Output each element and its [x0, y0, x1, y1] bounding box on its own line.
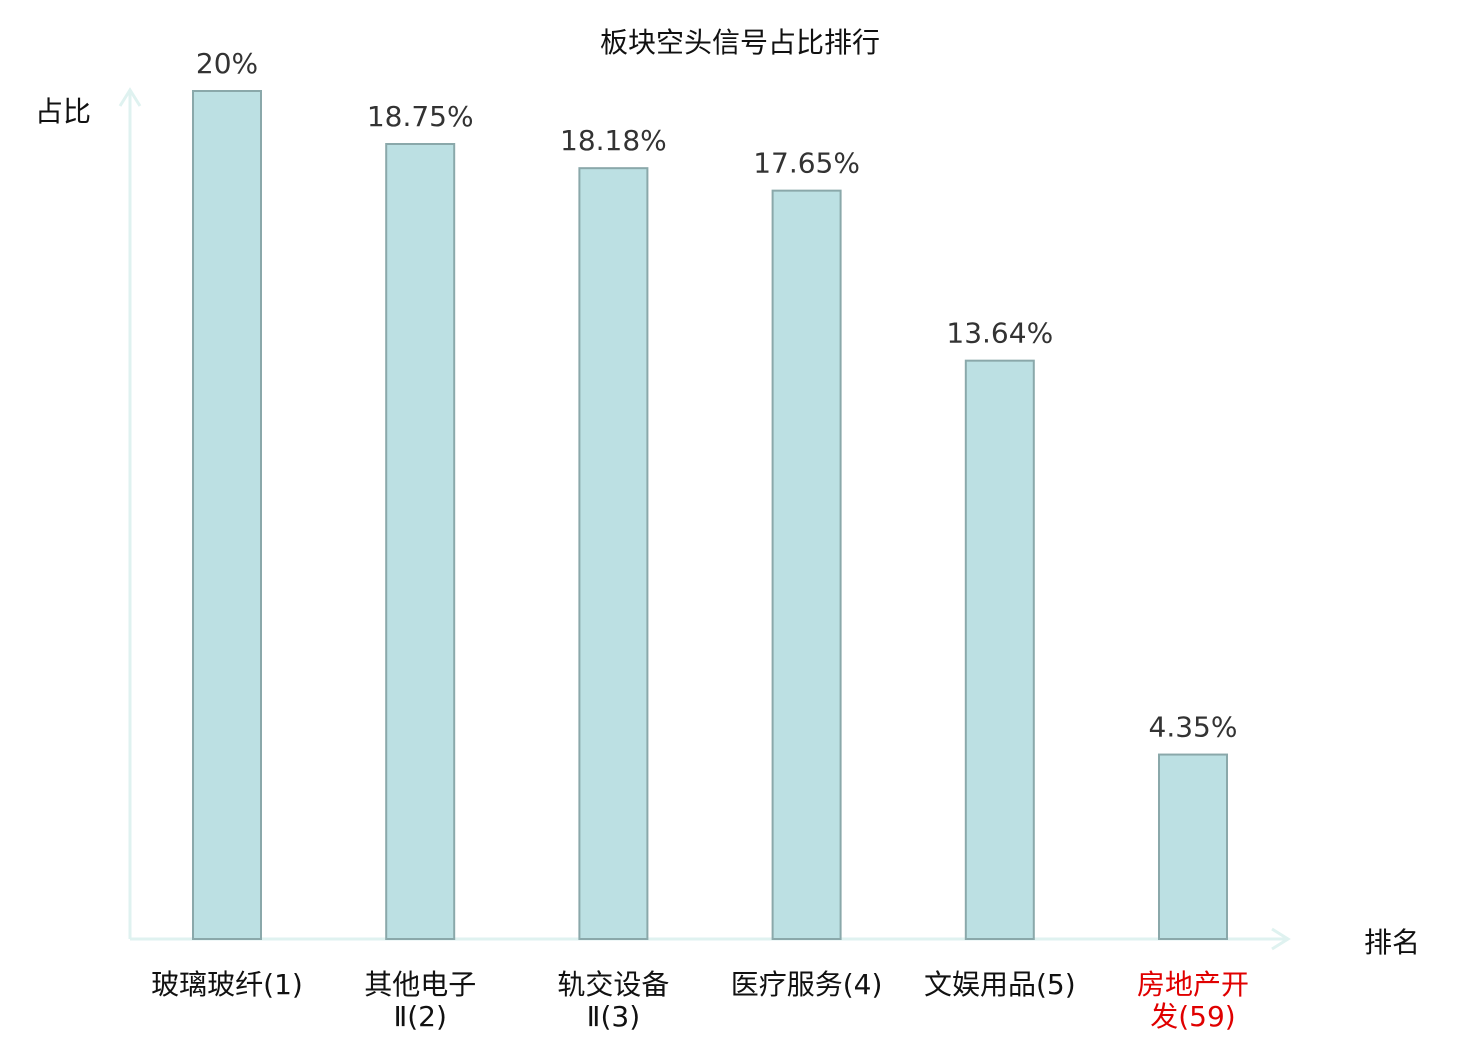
axes — [118, 87, 1291, 951]
y-axis-label: 占比 — [35, 95, 91, 128]
x-axis-arrow-icon — [1271, 927, 1291, 951]
data-label: 20% — [196, 47, 258, 80]
data-label: 17.65% — [753, 147, 860, 180]
x-tick-label: 房地产开 — [1137, 968, 1249, 1001]
data-label: 18.75% — [367, 100, 474, 133]
bar — [385, 143, 456, 940]
bar — [1158, 753, 1228, 940]
bar — [192, 90, 262, 940]
data-label: 4.35% — [1149, 711, 1238, 744]
y-axis-arrow-icon — [118, 87, 142, 107]
chart-title: 板块空头信号占比排行 — [600, 26, 880, 59]
data-label: 18.18% — [560, 124, 667, 157]
bar — [771, 189, 842, 940]
x-tick-label: 发(59) — [1150, 1000, 1235, 1033]
x-tick-label: Ⅱ(2) — [393, 1000, 446, 1033]
bar — [578, 167, 649, 940]
x-tick-label: 玻璃玻纤(1) — [151, 968, 303, 1001]
x-tick-label: 轨交设备 — [557, 968, 669, 1001]
x-axis-label: 排名 — [1364, 926, 1420, 959]
bar — [964, 359, 1035, 940]
x-tick-label: 文娱用品(5) — [924, 968, 1076, 1001]
x-tick-label: 医疗服务(4) — [731, 968, 883, 1001]
data-label: 13.64% — [946, 317, 1053, 350]
x-tick-label: 其他电子 — [364, 968, 476, 1001]
x-tick-label: Ⅱ(3) — [587, 1000, 640, 1033]
